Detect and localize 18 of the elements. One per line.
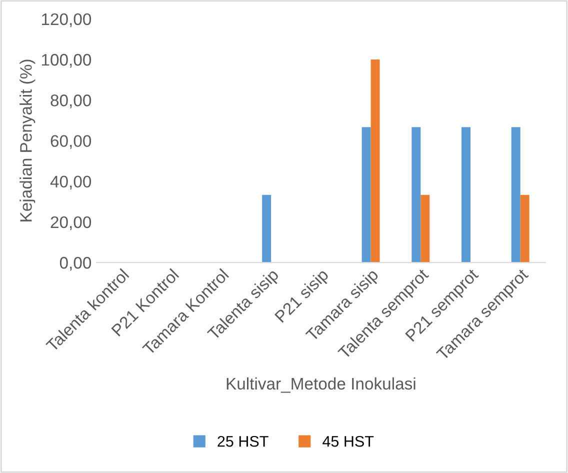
y-tick-label: 60,00 [50, 135, 92, 149]
y-tick-label: 20,00 [50, 216, 92, 230]
bar [370, 60, 380, 263]
bar [511, 127, 520, 263]
bar [362, 127, 371, 263]
legend-label: 25 HST [218, 436, 268, 447]
y-tick-label: 80,00 [50, 94, 92, 108]
y-tick-label: 100,00 [42, 54, 92, 68]
bar [412, 127, 421, 263]
y-tick-label: 120,00 [42, 13, 92, 28]
bar [462, 127, 470, 263]
y-axis-title: Kejadian Penyakit (%) [20, 60, 36, 222]
legend-label: 45 HST [322, 436, 374, 447]
bar [520, 194, 530, 263]
bar [420, 194, 430, 263]
y-tick-label: 40,00 [50, 176, 92, 190]
x-axis-title: Kultivar_Metode Inokulasi [226, 377, 416, 393]
bar [262, 194, 272, 263]
